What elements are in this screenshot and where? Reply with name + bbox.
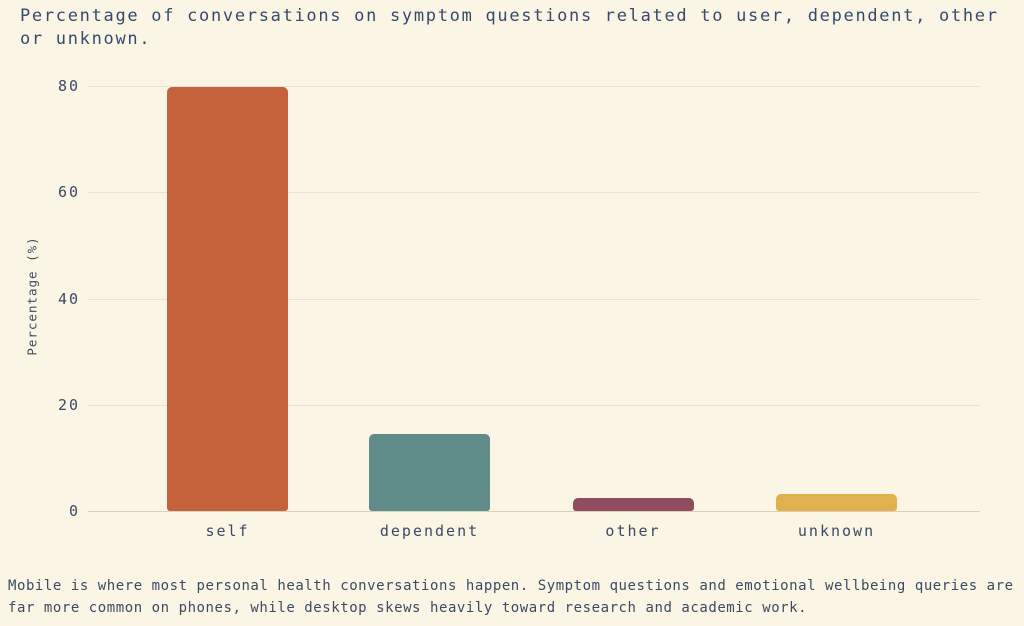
y-tick-label-40: 40 <box>57 289 80 308</box>
bar-dependent <box>369 434 490 511</box>
gridline-y60 <box>88 192 980 194</box>
y-tick-label-60: 60 <box>57 183 80 202</box>
bar-self <box>167 87 288 511</box>
x-tick-label-unknown: unknown <box>797 522 876 540</box>
y-axis-label: Percentage (%) <box>24 236 40 356</box>
y-tick-label-20: 20 <box>57 395 80 414</box>
chart-title: Percentage of conversations on symptom q… <box>20 6 999 49</box>
x-axis-baseline <box>88 511 980 512</box>
y-tick-label-80: 80 <box>57 77 80 95</box>
gridline-y20 <box>88 404 980 406</box>
x-tick-label-dependent: dependent <box>379 522 480 540</box>
bar-other <box>572 498 694 511</box>
x-tick-label-other: other <box>605 522 661 540</box>
y-tick-label-0: 0 <box>68 502 80 520</box>
x-tick-label-self: self <box>205 522 250 540</box>
chart-caption: Mobile is where most personal health con… <box>8 578 1014 616</box>
gridline-y80 <box>88 86 980 87</box>
gridline-y40 <box>88 298 980 300</box>
bar-unknown <box>776 494 897 511</box>
